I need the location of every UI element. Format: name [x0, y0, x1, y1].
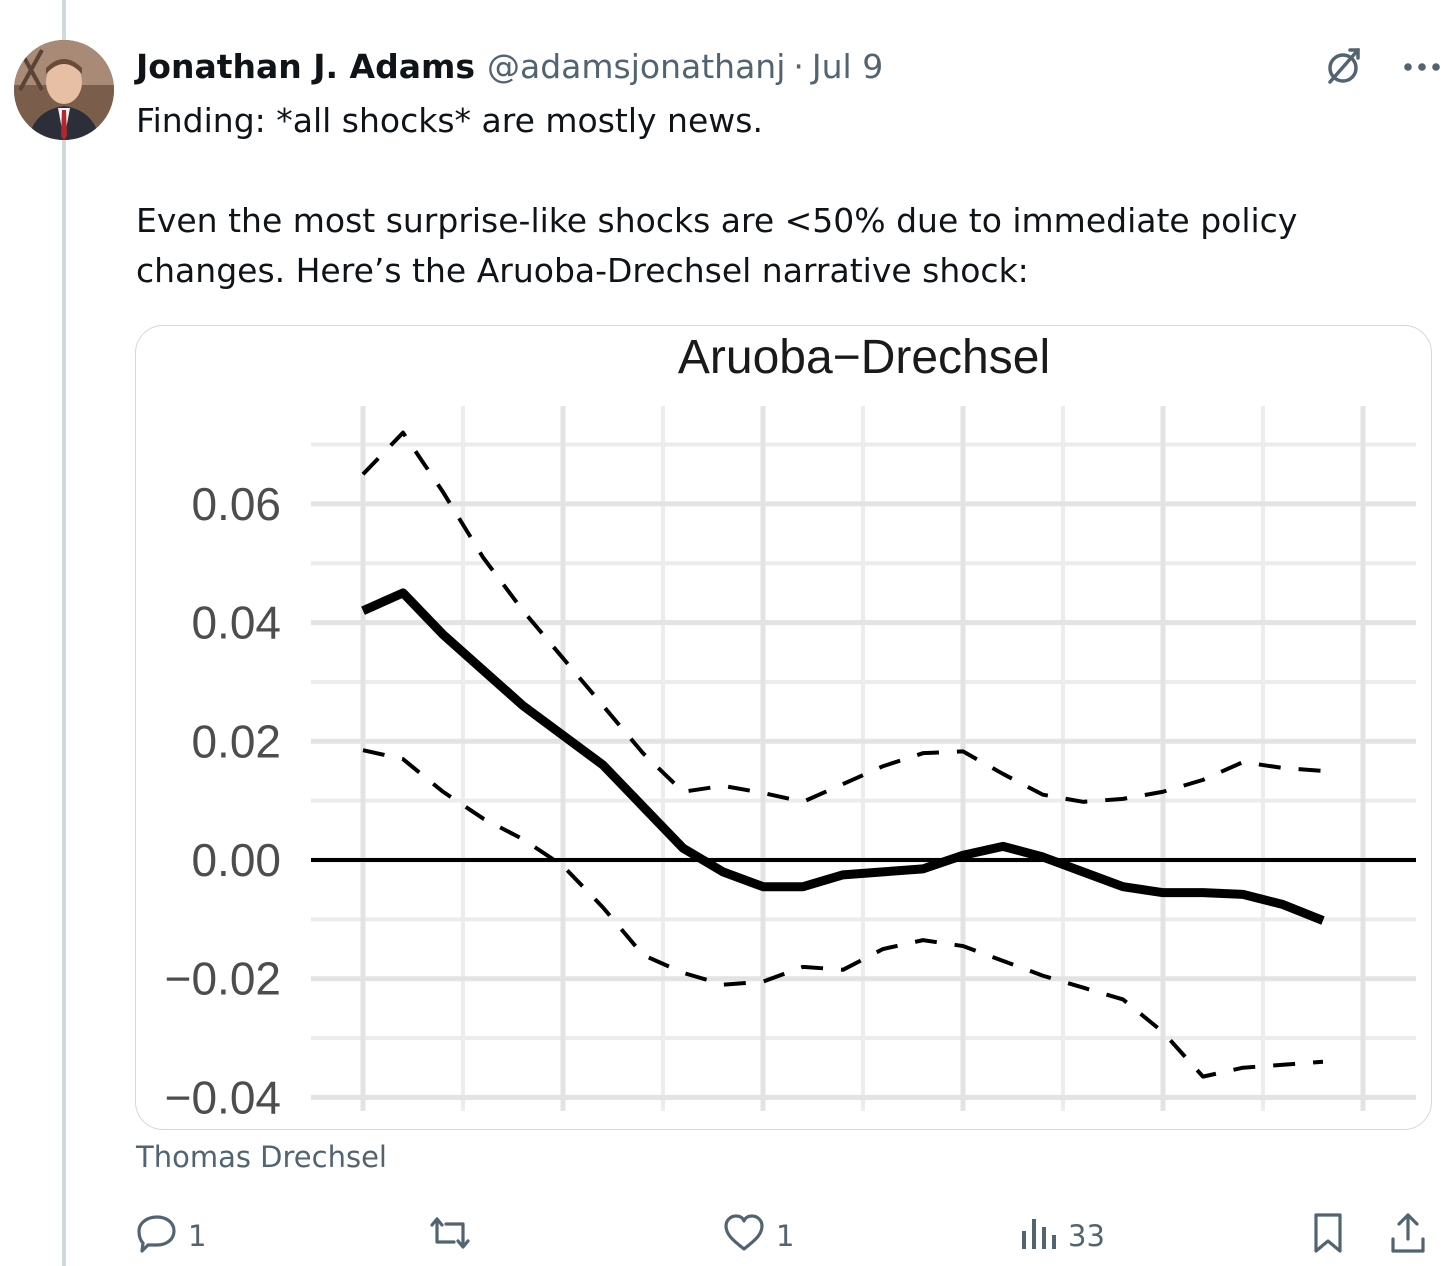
grok-icon[interactable]: [1320, 44, 1366, 90]
reply-icon: [136, 1212, 178, 1261]
author-name[interactable]: Jonathan J. Adams: [136, 46, 475, 86]
retweet-button[interactable]: [426, 1208, 484, 1264]
tweet-header: Jonathan J. Adams @adamsjonathanj · Jul …: [136, 42, 883, 90]
bookmark-button[interactable]: [1308, 1208, 1348, 1264]
chart-y-tick-label: 0.06: [191, 478, 281, 530]
retweet-icon: [426, 1212, 474, 1261]
chart-series-group: [361, 430, 1325, 1079]
header-separator: ·: [793, 46, 804, 86]
views-icon: [1018, 1213, 1058, 1260]
tweet-top-actions: [1320, 44, 1442, 90]
reply-count: 1: [188, 1219, 207, 1253]
bookmark-icon: [1308, 1211, 1348, 1262]
chart-y-tick-label: 0.04: [191, 597, 281, 649]
heart-icon: [722, 1212, 766, 1261]
image-source-caption[interactable]: Thomas Drechsel: [136, 1140, 387, 1174]
tweet-media-card[interactable]: −0.04 −0.02 0.00 0.02 0.04 0.06 Aruoba−Drechs…: [135, 325, 1432, 1130]
chart-y-tick-label: −0.04: [165, 1071, 281, 1123]
tweet-actions-bar: 1 1 33: [136, 1208, 1436, 1264]
author-handle[interactable]: @adamsjonathanj: [487, 46, 786, 86]
like-button[interactable]: 1: [722, 1208, 794, 1264]
share-icon: [1388, 1211, 1428, 1262]
share-button[interactable]: [1388, 1208, 1428, 1264]
tweet-text: Finding: *all shocks* are mostly news. E…: [136, 96, 1356, 296]
chart-y-tick-label: −0.02: [165, 953, 281, 1005]
reply-button[interactable]: 1: [136, 1208, 206, 1264]
chart-title: Aruoba−Drechsel: [678, 331, 1050, 384]
more-icon[interactable]: [1402, 47, 1442, 87]
chart-series-line-1: [361, 588, 1325, 925]
chart-series-line-2: [361, 430, 1324, 804]
avatar[interactable]: [14, 40, 114, 140]
views-button[interactable]: 33: [1018, 1208, 1105, 1264]
chart-y-tick-label: 0.02: [191, 715, 281, 767]
views-count: 33: [1068, 1219, 1105, 1253]
tweet-text-line2: Even the most surprise-like shocks are <…: [136, 201, 1298, 290]
chart-y-tick-labels: −0.04 −0.02 0.00 0.02 0.04 0.06: [165, 478, 281, 1124]
chart: −0.04 −0.02 0.00 0.02 0.04 0.06 Aruoba−Drechs…: [165, 331, 1416, 1124]
avatar-image: [14, 40, 114, 140]
thread-connector-line: [62, 0, 66, 1266]
chart-series-line-3: [362, 748, 1324, 1079]
tweet-date[interactable]: Jul 9: [811, 46, 884, 86]
chart-y-tick-label: 0.00: [191, 834, 281, 886]
tweet-text-line1: Finding: *all shocks* are mostly news.: [136, 101, 763, 140]
chart-grid-minor: [311, 406, 1416, 1111]
like-count: 1: [776, 1219, 795, 1253]
